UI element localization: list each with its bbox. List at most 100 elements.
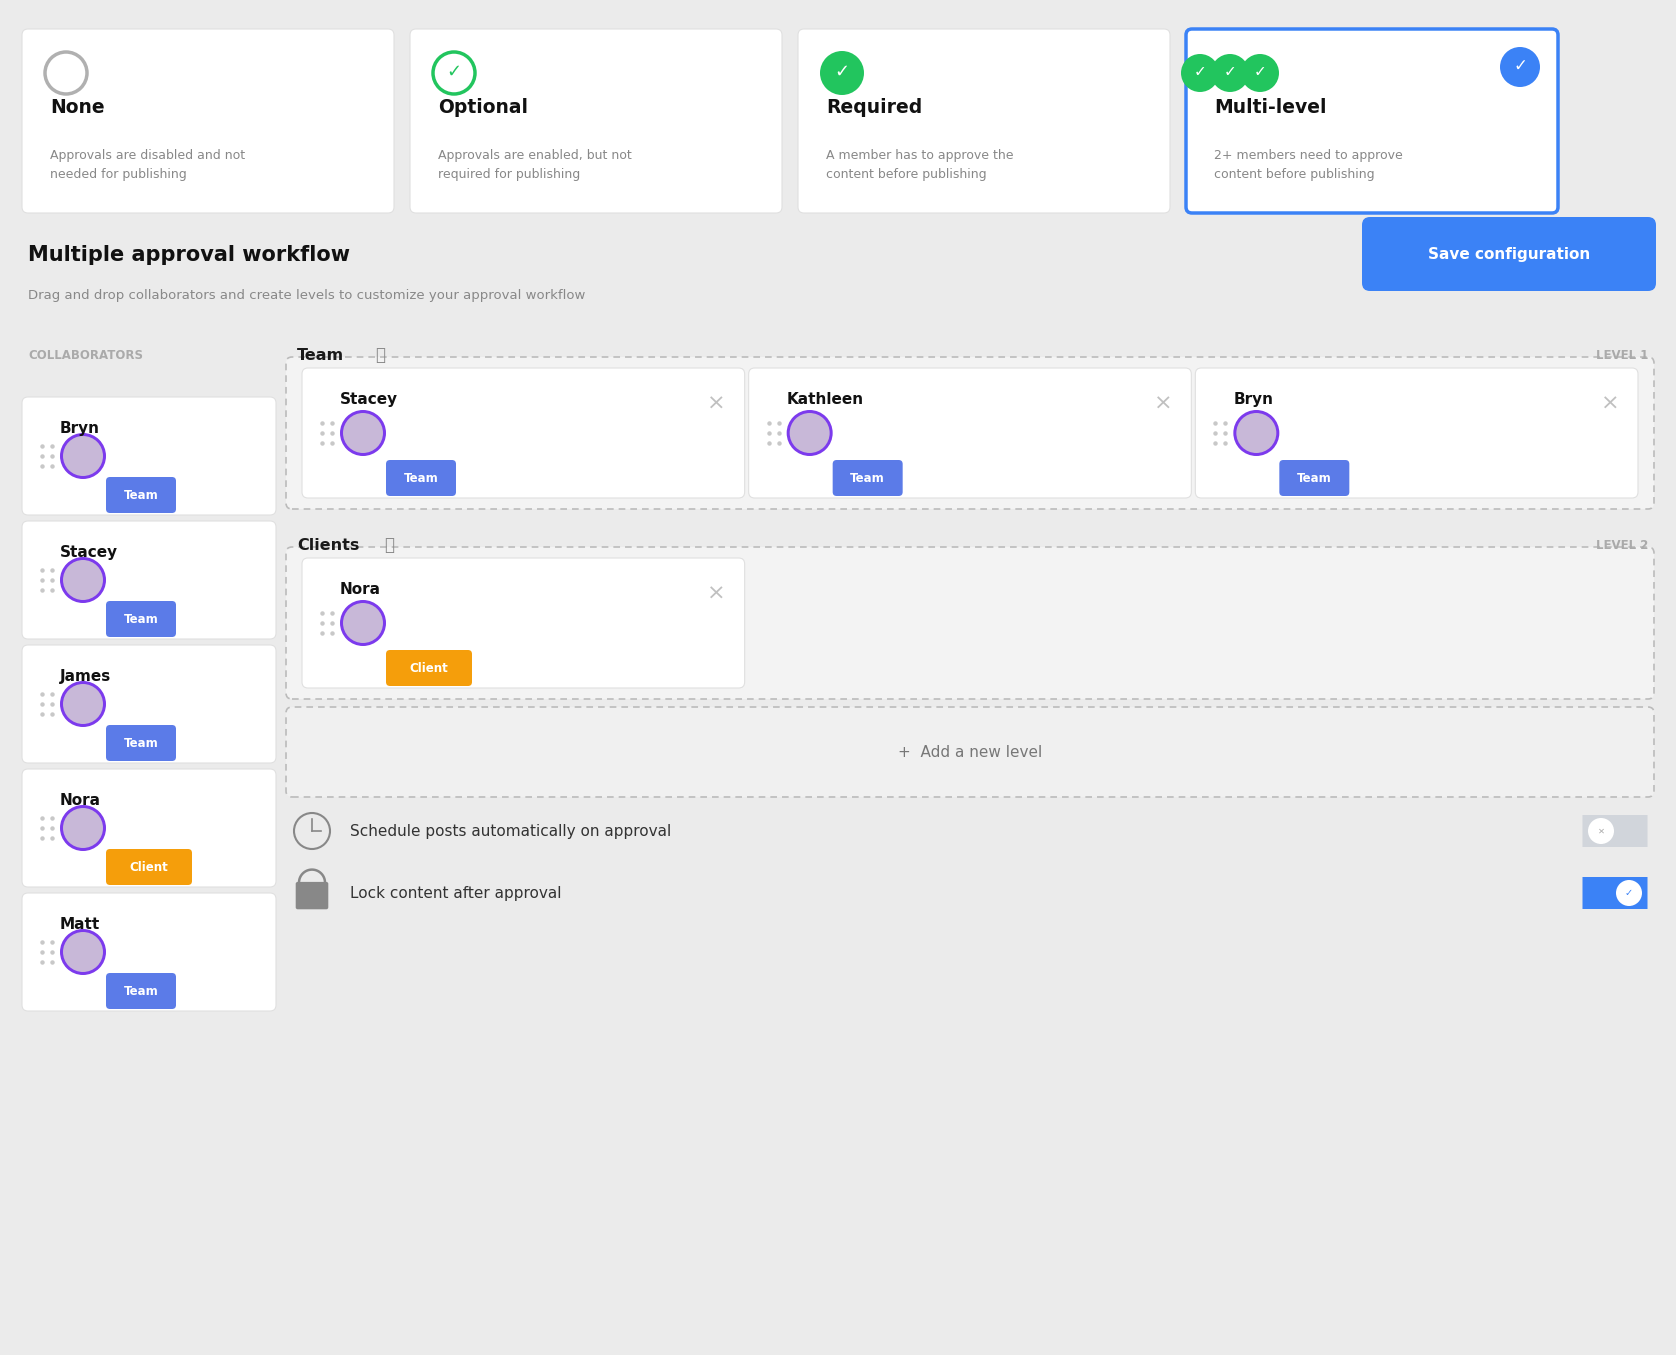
FancyBboxPatch shape xyxy=(1363,217,1656,291)
FancyBboxPatch shape xyxy=(1582,877,1648,909)
FancyBboxPatch shape xyxy=(22,522,277,640)
Text: Required: Required xyxy=(826,98,922,117)
Text: None: None xyxy=(50,98,104,117)
Circle shape xyxy=(60,930,106,976)
Text: Kathleen: Kathleen xyxy=(786,392,863,406)
Text: Bryn: Bryn xyxy=(60,420,101,435)
Circle shape xyxy=(60,682,106,728)
FancyBboxPatch shape xyxy=(302,558,744,688)
Text: ✓: ✓ xyxy=(446,62,461,81)
Text: Lock content after approval: Lock content after approval xyxy=(350,886,561,901)
Text: Team: Team xyxy=(404,472,439,485)
FancyBboxPatch shape xyxy=(1187,28,1559,213)
FancyBboxPatch shape xyxy=(798,28,1170,213)
Text: James: James xyxy=(60,668,111,683)
Circle shape xyxy=(1212,54,1249,92)
Text: ×: × xyxy=(707,584,726,604)
FancyBboxPatch shape xyxy=(22,893,277,1011)
FancyBboxPatch shape xyxy=(411,28,783,213)
Circle shape xyxy=(789,413,830,453)
Text: ⧉: ⧉ xyxy=(384,537,394,554)
Circle shape xyxy=(340,600,385,646)
FancyBboxPatch shape xyxy=(106,477,176,514)
Text: LEVEL 1: LEVEL 1 xyxy=(1596,348,1648,362)
FancyBboxPatch shape xyxy=(295,882,328,909)
FancyBboxPatch shape xyxy=(1279,459,1349,496)
FancyBboxPatch shape xyxy=(385,650,473,686)
FancyBboxPatch shape xyxy=(22,397,277,515)
Text: Team: Team xyxy=(124,489,158,501)
FancyBboxPatch shape xyxy=(287,356,1654,509)
FancyBboxPatch shape xyxy=(1582,814,1648,847)
Circle shape xyxy=(1240,54,1279,92)
Text: Stacey: Stacey xyxy=(340,392,399,406)
Text: ✕: ✕ xyxy=(1597,827,1604,836)
Text: LEVEL 2: LEVEL 2 xyxy=(1596,538,1648,551)
Circle shape xyxy=(64,808,102,848)
Circle shape xyxy=(1587,818,1614,844)
Text: Optional: Optional xyxy=(437,98,528,117)
Circle shape xyxy=(340,411,385,457)
Circle shape xyxy=(60,434,106,480)
Circle shape xyxy=(60,557,106,603)
Text: Client: Client xyxy=(129,860,168,874)
Text: Team: Team xyxy=(124,985,158,997)
Text: Clients: Clients xyxy=(297,538,359,553)
Text: ✓: ✓ xyxy=(1193,65,1207,80)
Text: Nora: Nora xyxy=(340,581,380,596)
Text: ×: × xyxy=(1155,394,1173,415)
Circle shape xyxy=(60,805,106,851)
FancyBboxPatch shape xyxy=(287,707,1654,797)
Text: ✓: ✓ xyxy=(1254,65,1267,80)
Text: Team: Team xyxy=(124,612,158,626)
Text: ⧉: ⧉ xyxy=(375,346,385,364)
FancyBboxPatch shape xyxy=(106,850,193,885)
Circle shape xyxy=(1500,47,1540,87)
Text: Team: Team xyxy=(850,472,885,485)
Circle shape xyxy=(64,560,102,600)
FancyBboxPatch shape xyxy=(833,459,903,496)
FancyBboxPatch shape xyxy=(22,28,394,213)
Text: Approvals are disabled and not
needed for publishing: Approvals are disabled and not needed fo… xyxy=(50,149,245,180)
FancyBboxPatch shape xyxy=(302,369,744,499)
Text: ✓: ✓ xyxy=(835,62,850,81)
Text: Drag and drop collaborators and create levels to customize your approval workflo: Drag and drop collaborators and create l… xyxy=(28,289,585,302)
FancyBboxPatch shape xyxy=(106,725,176,762)
Text: Schedule posts automatically on approval: Schedule posts automatically on approval xyxy=(350,824,672,839)
Text: ×: × xyxy=(1601,394,1619,415)
Text: Save configuration: Save configuration xyxy=(1428,247,1591,262)
Text: Multiple approval workflow: Multiple approval workflow xyxy=(28,245,350,266)
Text: ✓: ✓ xyxy=(1626,888,1632,898)
Circle shape xyxy=(1234,411,1279,457)
Text: ×: × xyxy=(707,394,726,415)
Circle shape xyxy=(1182,54,1218,92)
Text: +  Add a new level: + Add a new level xyxy=(898,744,1042,760)
Text: Client: Client xyxy=(409,661,449,675)
FancyBboxPatch shape xyxy=(22,770,277,888)
Text: Team: Team xyxy=(297,347,344,363)
Text: Matt: Matt xyxy=(60,916,101,931)
FancyBboxPatch shape xyxy=(287,547,1654,699)
Text: Multi-level: Multi-level xyxy=(1213,98,1326,117)
Text: ✓: ✓ xyxy=(1223,65,1237,80)
Circle shape xyxy=(786,411,833,457)
Text: A member has to approve the
content before publishing: A member has to approve the content befo… xyxy=(826,149,1014,180)
Circle shape xyxy=(1237,413,1277,453)
FancyBboxPatch shape xyxy=(749,369,1192,499)
Circle shape xyxy=(64,684,102,724)
Circle shape xyxy=(1616,879,1642,906)
FancyBboxPatch shape xyxy=(106,602,176,637)
Text: Approvals are enabled, but not
required for publishing: Approvals are enabled, but not required … xyxy=(437,149,632,180)
Text: 2+ members need to approve
content before publishing: 2+ members need to approve content befor… xyxy=(1213,149,1403,180)
Text: COLLABORATORS: COLLABORATORS xyxy=(28,348,142,362)
FancyBboxPatch shape xyxy=(22,645,277,763)
Text: Nora: Nora xyxy=(60,793,101,808)
Circle shape xyxy=(64,436,102,476)
Text: Stacey: Stacey xyxy=(60,545,117,560)
FancyBboxPatch shape xyxy=(385,459,456,496)
Text: Team: Team xyxy=(124,737,158,749)
Circle shape xyxy=(64,932,102,972)
FancyBboxPatch shape xyxy=(1195,369,1637,499)
Text: Team: Team xyxy=(1297,472,1332,485)
Circle shape xyxy=(820,51,865,95)
